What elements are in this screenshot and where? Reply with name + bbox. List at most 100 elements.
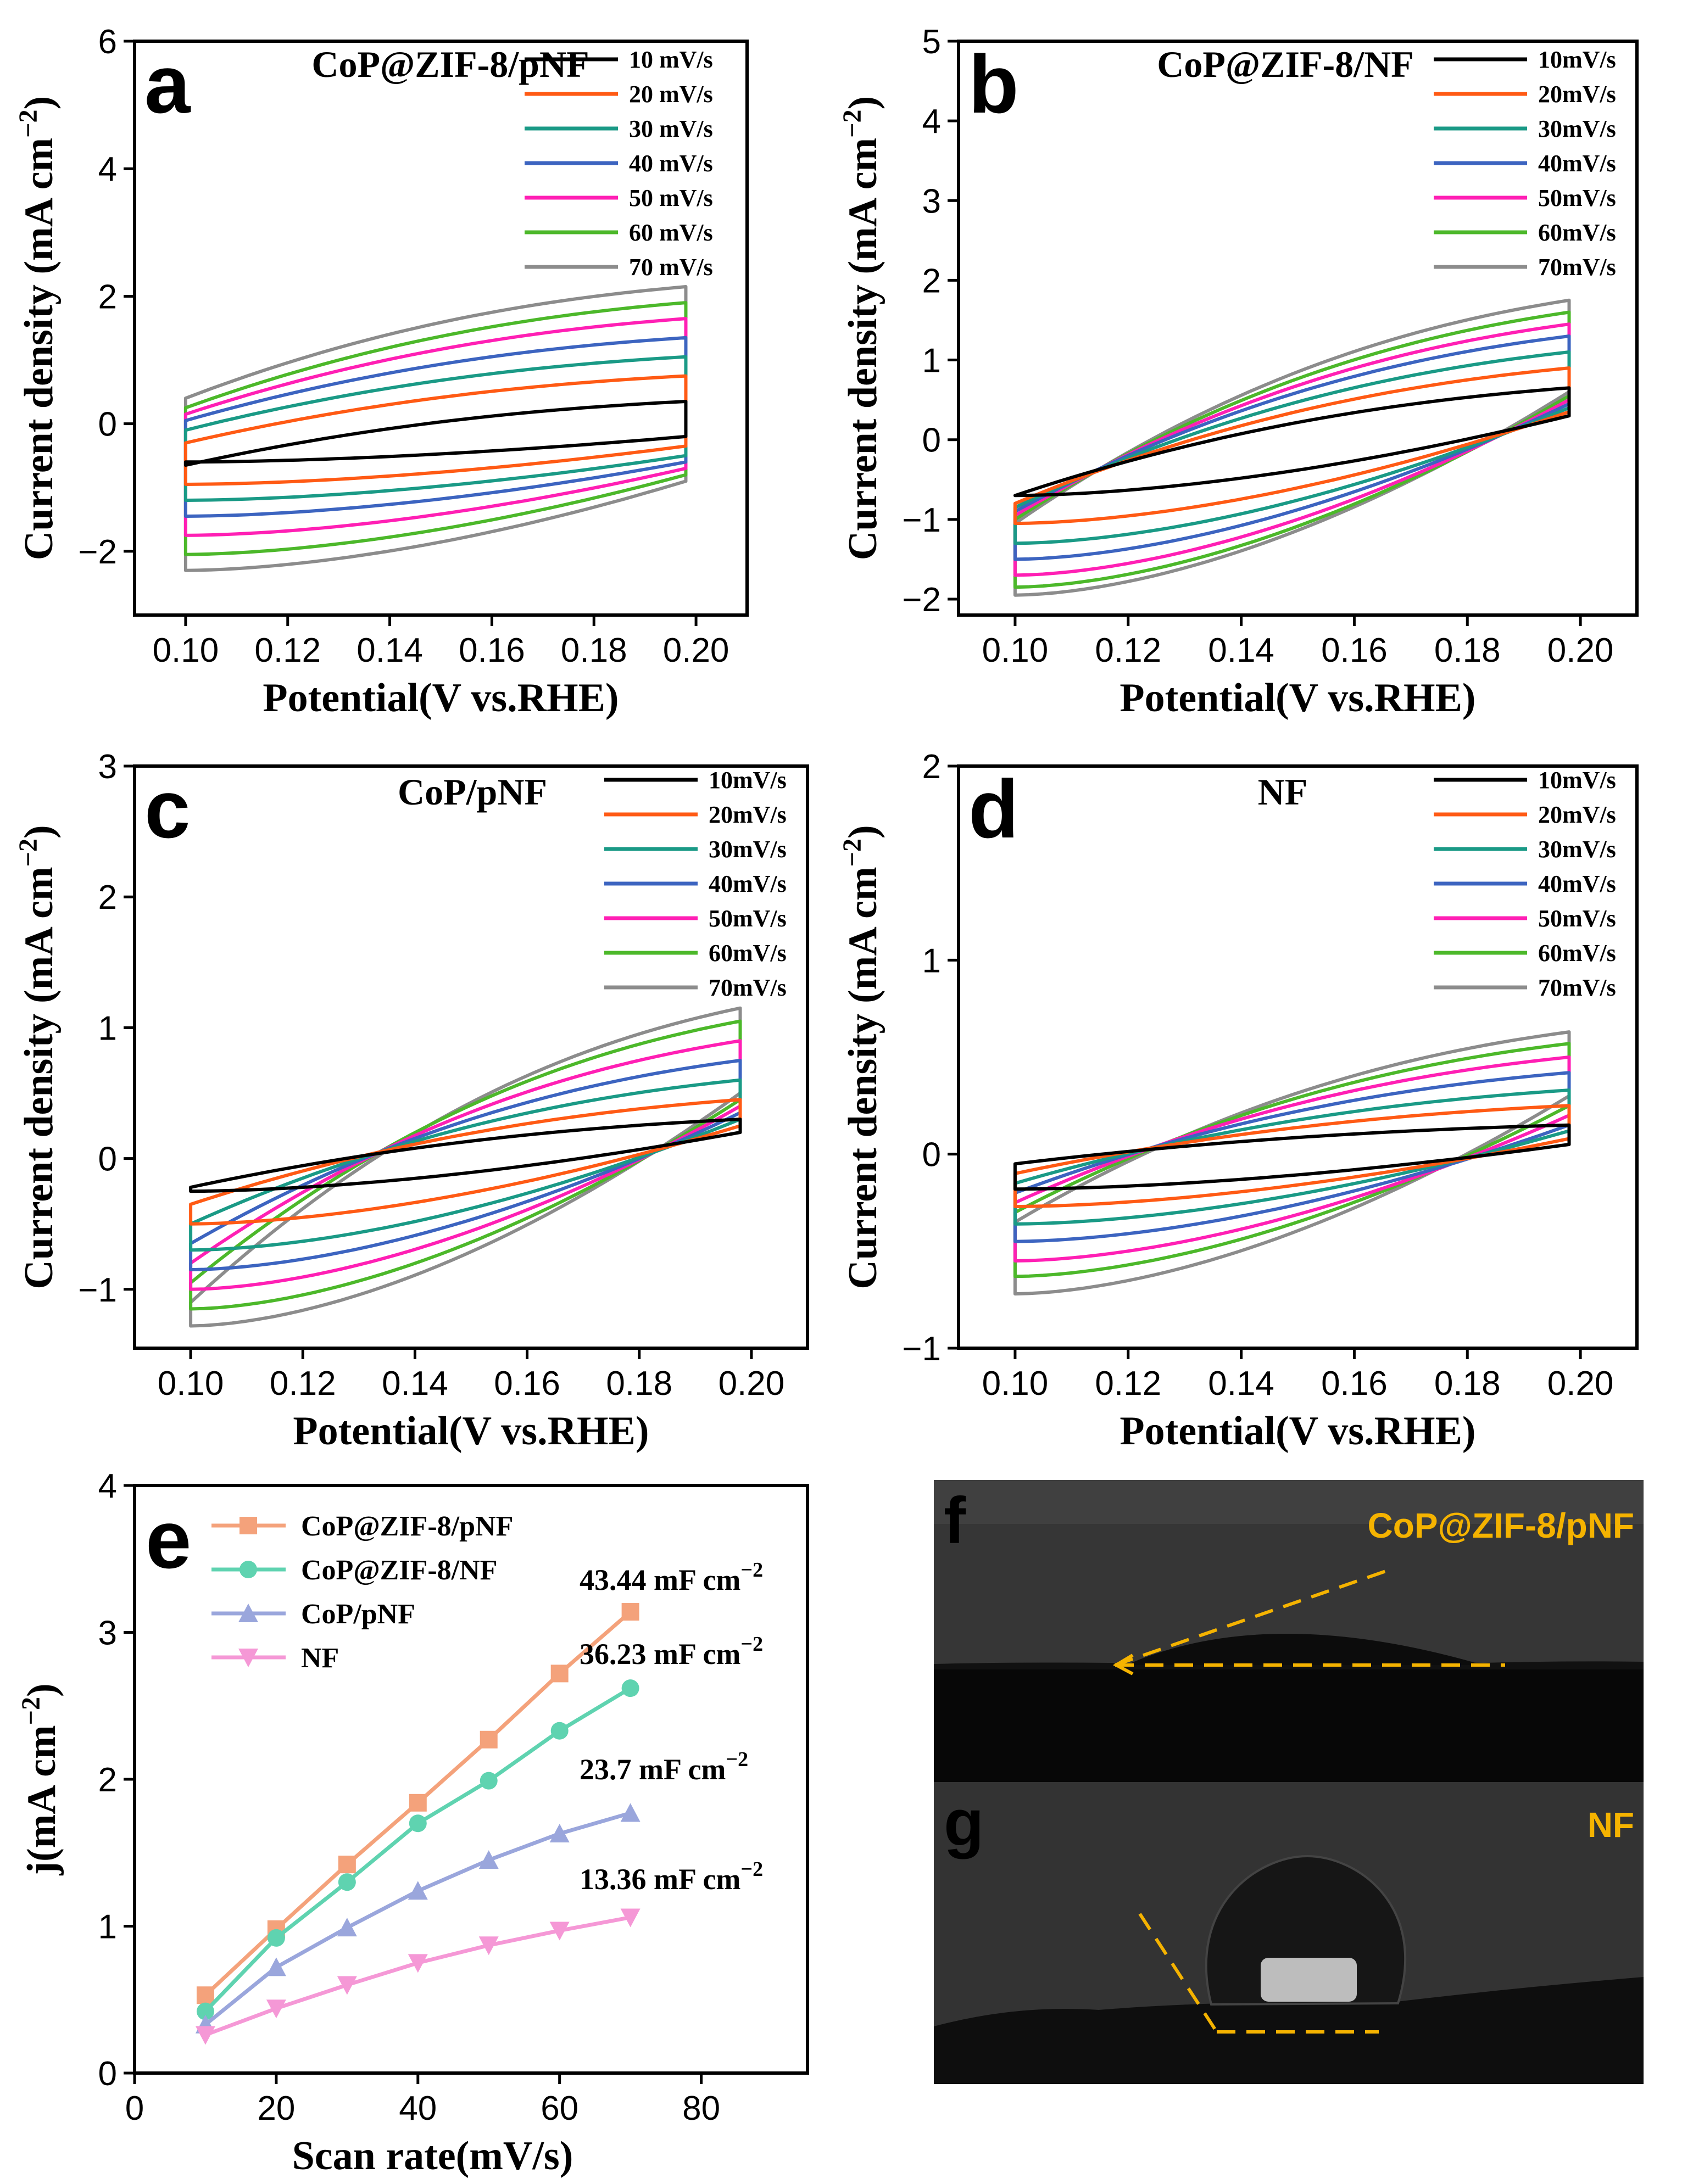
data-point-1 (480, 1772, 498, 1790)
x-tick-label-a: 0.16 (459, 632, 525, 669)
y-tick-label-b: −2 (902, 581, 941, 619)
photo-g-letter: g (944, 1786, 984, 1859)
x-tick-label-e: 40 (399, 2090, 437, 2127)
x-tick-label-b: 0.20 (1547, 632, 1614, 669)
legend-label-c: 20mV/s (709, 801, 787, 828)
legend-label-b: 10mV/s (1538, 46, 1616, 73)
x-tick-label-e: 0 (125, 2090, 144, 2127)
legend-label-a: 10 mV/s (629, 46, 713, 73)
legend-marker-e (238, 1604, 258, 1622)
legend-label-a: 60 mV/s (629, 219, 713, 246)
legend-label-d: 30mV/s (1538, 836, 1616, 863)
legend-label-c: 60mV/s (709, 940, 787, 967)
axes-frame-c (133, 764, 809, 1350)
panel-title-b: CoP@ZIF-8/NF (1157, 43, 1413, 85)
data-point-1 (338, 1873, 356, 1891)
cv-curve-d-1 (1013, 1123, 1571, 1191)
x-axis-label-a: Potential(V vs.RHE) (263, 675, 619, 720)
cv-curve-a-1 (183, 400, 688, 467)
slope-annotation-2: 23.7 mF cm−2 (580, 1748, 748, 1786)
y-tick-label-c: 1 (98, 1009, 117, 1047)
legend-label-d: 40mV/s (1538, 870, 1616, 897)
slope-annotation-1: 36.23 mF cm−2 (580, 1633, 763, 1671)
data-point-1 (409, 1814, 427, 1833)
photo-panel-g: g NF (934, 1782, 1644, 2084)
legend-label-d: 60mV/s (1538, 940, 1616, 967)
panel-a: 0.10 0.12 0.14 0.16 0.18 0.20 −2 0 2 4 6 10 mV/s 20 … (14, 23, 749, 720)
panel-letter-a: a (144, 38, 191, 130)
y-axis-label-e: j(mA cm−2) (16, 1683, 64, 1875)
photo-f-letter: f (944, 1484, 966, 1557)
photo-f-label: CoP@ZIF-8/pNF (1368, 1506, 1634, 1545)
x-axis-label-d: Potential(V vs.RHE) (1120, 1409, 1475, 1454)
x-tick-label-c: 0.14 (382, 1365, 448, 1403)
data-point-0 (480, 1730, 498, 1749)
x-tick-label-d: 0.20 (1547, 1365, 1614, 1403)
data-point-3 (620, 1908, 641, 1928)
axes-frame-b (957, 40, 1639, 617)
y-tick-label-a: 4 (98, 150, 117, 188)
panel-title-c: CoP/pNF (398, 771, 547, 813)
y-tick-label-e: 0 (98, 2055, 117, 2093)
legend-label-b: 40mV/s (1538, 150, 1616, 177)
legend-label-b: 60mV/s (1538, 219, 1616, 246)
panel-title-a: CoP@ZIF-8/pNF (311, 43, 589, 85)
cv-curve-b-7 (1013, 298, 1571, 597)
legend-label-b: 20mV/s (1538, 81, 1616, 108)
legend-label-b: 50mV/s (1538, 185, 1616, 211)
data-point-3 (408, 1954, 428, 1973)
x-tick-label-a: 0.18 (561, 632, 627, 669)
data-point-3 (337, 1976, 357, 1995)
x-tick-label-c: 0.16 (494, 1365, 560, 1403)
data-point-1 (621, 1679, 639, 1697)
x-tick-label-b: 0.14 (1208, 632, 1274, 669)
legend-label-e: CoP/pNF (301, 1599, 415, 1630)
x-tick-label-d: 0.14 (1208, 1365, 1274, 1403)
x-axis-label-c: Potential(V vs.RHE) (293, 1409, 649, 1454)
x-tick-label-e: 60 (541, 2090, 578, 2127)
x-tick-label-d: 0.16 (1321, 1365, 1388, 1403)
y-tick-label-b: −1 (902, 501, 941, 539)
data-point-2 (266, 1957, 286, 1976)
x-tick-label-c: 0.10 (158, 1365, 224, 1403)
panel-c: 0.10 0.12 0.14 0.16 0.18 0.20 −1 0 1 2 3 10mV/s 20mV… (14, 748, 809, 1454)
cv-curve-b-1 (1013, 386, 1571, 498)
data-point-2 (408, 1881, 428, 1900)
x-tick-label-b: 0.12 (1095, 632, 1161, 669)
x-tick-label-d: 0.12 (1095, 1365, 1161, 1403)
y-tick-label-e: 3 (98, 1615, 117, 1652)
panel-b: 0.10 0.12 0.14 0.16 0.18 0.20 −2 −1 0 1 2 3 4 5 10mV/s… (838, 23, 1639, 720)
data-point-3 (478, 1936, 499, 1956)
data-point-2 (549, 1823, 570, 1842)
photo-f-flat-droplet (1126, 1634, 1483, 1665)
y-tick-label-a: 0 (98, 406, 117, 444)
x-tick-label-d: 0.10 (982, 1365, 1049, 1403)
x-tick-label-d: 0.18 (1434, 1365, 1501, 1403)
x-tick-label-c: 0.18 (606, 1365, 672, 1403)
legend-label-a: 70 mV/s (629, 254, 713, 281)
cv-curve-a-3 (183, 355, 688, 502)
legend-label-c: 30mV/s (709, 836, 787, 863)
legend-label-e: CoP@ZIF-8/pNF (301, 1511, 513, 1542)
y-tick-label-b: 3 (922, 182, 941, 220)
y-tick-label-d: −1 (902, 1330, 941, 1368)
cv-curve-b-6 (1013, 310, 1571, 589)
y-tick-label-b: 5 (922, 23, 941, 61)
x-tick-label-a: 0.12 (254, 632, 321, 669)
data-point-1 (196, 2002, 214, 2020)
x-tick-label-c: 0.20 (719, 1365, 785, 1403)
data-point-0 (409, 1794, 427, 1812)
photo-g-contact-angle-line (1138, 1913, 1218, 2033)
photo-f-contact-angle-line (1115, 1566, 1396, 1667)
legend-label-e: CoP@ZIF-8/NF (301, 1555, 497, 1586)
legend-label-c: 10mV/s (709, 767, 787, 794)
y-tick-label-d: 2 (922, 748, 941, 786)
y-tick-label-c: −1 (78, 1271, 117, 1309)
legend-marker-e (238, 1649, 258, 1667)
legend-label-a: 40 mV/s (629, 150, 713, 177)
y-tick-label-e: 2 (98, 1761, 117, 1799)
data-point-1 (267, 1929, 285, 1947)
y-axis-label-d: Current density (mA cm−2) (838, 825, 885, 1289)
x-tick-label-b: 0.18 (1434, 632, 1501, 669)
cv-curve-c-2 (189, 1098, 742, 1226)
